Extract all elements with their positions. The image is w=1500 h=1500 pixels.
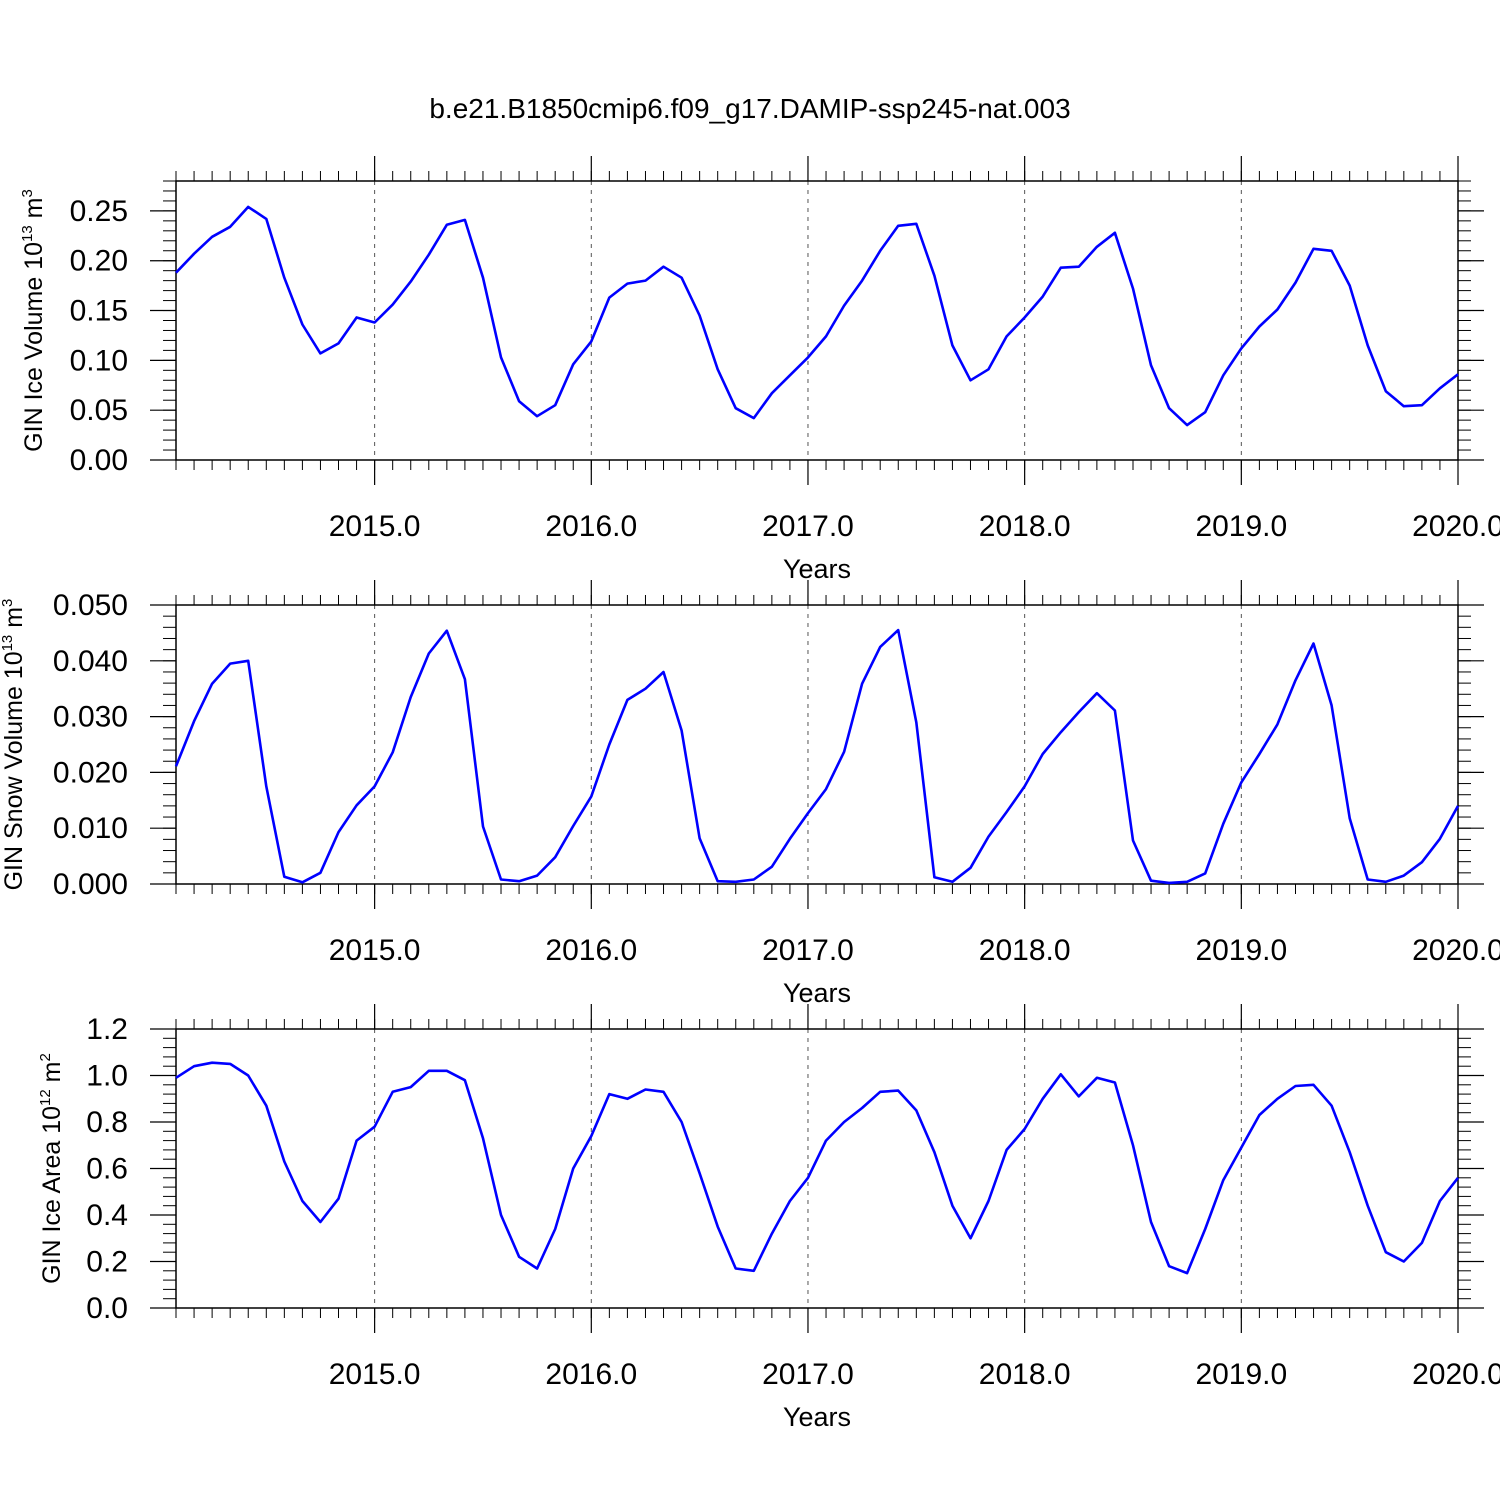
x-axis-label: Years — [783, 1402, 851, 1432]
y-tick-label: 0.2 — [86, 1246, 128, 1279]
plot-frame — [175, 604, 1459, 885]
x-tick-label: 2018.0 — [979, 1358, 1071, 1391]
panel-1: 2015.0 2016.0 2017.0 2018.0 2019.0 2020.0 0.00… — [19, 156, 1500, 584]
x-tick-label: 2018.0 — [979, 934, 1071, 967]
x-tick-label: 2015.0 — [329, 510, 421, 543]
y-tick-label: 0.040 — [53, 645, 128, 678]
y-axis-label: GIN Ice Area 1012 m2 — [37, 1053, 66, 1284]
figure-title: b.e21.B1850cmip6.f09_g17.DAMIP-ssp245-na… — [429, 93, 1070, 124]
x-tick-label: 2020.0 — [1412, 510, 1500, 543]
x-tick-label: 2016.0 — [545, 1358, 637, 1391]
y-tick-label: 0.20 — [70, 245, 128, 278]
series-line — [174, 628, 1460, 885]
x-tick-label: 2015.0 — [329, 1358, 421, 1391]
y-tick-label: 0.010 — [53, 812, 128, 845]
x-tick-label: 2017.0 — [762, 934, 854, 967]
y-tick-label: 0.00 — [70, 444, 128, 477]
x-tick-label: 2015.0 — [329, 934, 421, 967]
panels: 2015.0 2016.0 2017.0 2018.0 2019.0 2020.00.00… — [0, 156, 1500, 1432]
plot-frame — [175, 180, 1459, 461]
y-axis-label: GIN Ice Volume 1013 m3 — [19, 189, 48, 452]
y-tick-label: 0.15 — [70, 295, 128, 328]
x-tick-label: 2016.0 — [545, 934, 637, 967]
x-tick-label: 2016.0 — [545, 510, 637, 543]
y-axis-label: GIN Snow Volume 1013 m3 — [0, 599, 28, 891]
y-tick-label: 0.25 — [70, 195, 128, 228]
x-tick-label: 2019.0 — [1195, 934, 1287, 967]
x-tick-label: 2017.0 — [762, 510, 854, 543]
y-tick-label: 0.05 — [70, 394, 128, 427]
plot-frame — [175, 1028, 1459, 1309]
x-tick-label: 2019.0 — [1195, 1358, 1287, 1391]
panel-3: 2015.0 2016.0 2017.0 2018.0 2019.0 2020.0 0.0 0… — [37, 1004, 1500, 1432]
series-line — [175, 1061, 1460, 1275]
y-tick-label: 0.10 — [70, 344, 128, 377]
series-line — [175, 205, 1459, 427]
y-tick-label: 0.4 — [86, 1199, 128, 1232]
y-tick-label: 0.000 — [53, 868, 128, 901]
y-tick-label: 0.030 — [53, 701, 128, 734]
x-axis-label: Years — [783, 978, 851, 1008]
y-tick-label: 0.6 — [86, 1153, 128, 1186]
y-tick-label: 0.0 — [86, 1292, 128, 1325]
x-tick-label: 2020.0 — [1412, 1358, 1500, 1391]
y-tick-label: 0.020 — [53, 756, 128, 789]
x-tick-label: 2017.0 — [762, 1358, 854, 1391]
x-tick-label: 2019.0 — [1195, 510, 1287, 543]
x-tick-label: 2020.0 — [1412, 934, 1500, 967]
x-tick-label: 2018.0 — [979, 510, 1071, 543]
x-axis-label: Years — [783, 554, 851, 584]
y-tick-label: 0.8 — [86, 1106, 128, 1139]
y-tick-label: 1.0 — [86, 1060, 128, 1093]
y-tick-label: 1.2 — [86, 1013, 128, 1046]
y-tick-label: 0.050 — [53, 589, 128, 622]
panel-2: 2015.0 2016.0 2017.0 2018.0 2019.0 2020.0 0.00… — [0, 580, 1500, 1008]
